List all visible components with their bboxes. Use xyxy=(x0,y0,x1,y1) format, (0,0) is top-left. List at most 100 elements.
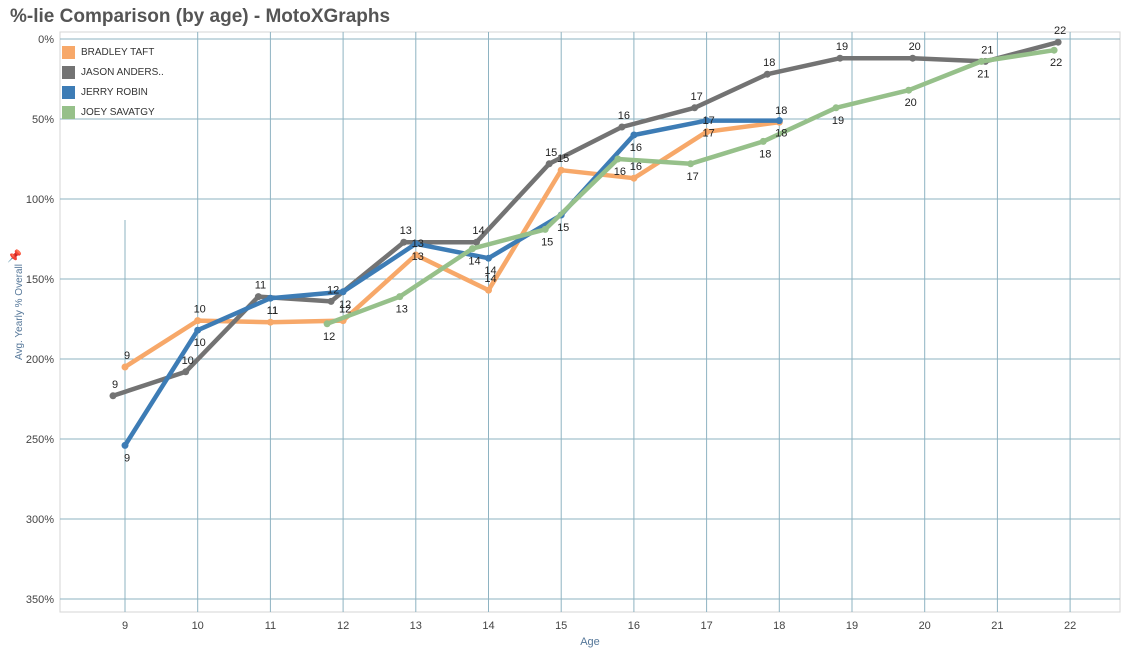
data-label: 15 xyxy=(557,222,569,234)
x-tick-label: 14 xyxy=(482,620,494,632)
y-tick-label: 0% xyxy=(38,34,54,46)
x-axis-title: Age xyxy=(580,636,600,648)
data-label: 15 xyxy=(541,236,553,248)
data-label: 14 xyxy=(484,265,496,277)
legend-item[interactable]: JOEY SAVATGY xyxy=(62,102,192,122)
legend-item[interactable]: JERRY ROBIN xyxy=(62,82,192,102)
data-label: 20 xyxy=(905,97,917,109)
data-point[interactable] xyxy=(469,245,476,253)
data-point[interactable] xyxy=(327,297,335,305)
data-point[interactable] xyxy=(630,174,638,182)
data-point[interactable] xyxy=(266,294,274,302)
data-label: 15 xyxy=(557,153,569,165)
y-tick-label: 250% xyxy=(26,434,54,446)
data-point[interactable] xyxy=(194,326,202,334)
data-label: 10 xyxy=(194,337,206,349)
data-point[interactable] xyxy=(836,54,844,62)
data-label: 19 xyxy=(832,115,844,127)
data-point[interactable] xyxy=(1054,38,1062,46)
data-point[interactable] xyxy=(832,104,840,112)
data-point[interactable] xyxy=(703,117,711,125)
data-point[interactable] xyxy=(412,251,420,259)
y-tick-label: 50% xyxy=(32,114,54,126)
legend-label: JERRY ROBIN xyxy=(81,86,148,98)
data-label: 12 xyxy=(327,284,339,296)
x-tick-label: 12 xyxy=(337,620,349,632)
data-label: 12 xyxy=(339,304,351,316)
data-point[interactable] xyxy=(485,254,492,262)
data-point[interactable] xyxy=(1050,46,1058,54)
x-tick-label: 15 xyxy=(555,620,567,632)
x-tick-label: 22 xyxy=(1064,620,1076,632)
data-label: 9 xyxy=(124,452,130,464)
y-tick-label: 100% xyxy=(26,194,54,206)
data-point[interactable] xyxy=(691,104,699,112)
x-tick-label: 13 xyxy=(410,620,422,632)
data-point[interactable] xyxy=(541,225,549,233)
data-point[interactable] xyxy=(194,317,202,325)
data-label: 17 xyxy=(702,115,714,127)
data-label: 9 xyxy=(124,350,130,362)
data-label: 13 xyxy=(396,304,408,316)
x-tick-label: 17 xyxy=(700,620,712,632)
data-label: 16 xyxy=(630,142,642,154)
data-point[interactable] xyxy=(687,160,695,168)
data-point[interactable] xyxy=(618,123,626,131)
data-point[interactable] xyxy=(977,57,985,65)
data-point[interactable] xyxy=(703,128,711,136)
legend: BRADLEY TAFT JASON ANDERS.. JERRY ROBIN JOE… xyxy=(62,42,192,122)
data-label: 16 xyxy=(630,161,642,173)
data-label: 22 xyxy=(1054,25,1066,37)
data-point[interactable] xyxy=(121,441,129,449)
data-point[interactable] xyxy=(485,286,492,294)
legend-item[interactable]: BRADLEY TAFT xyxy=(62,42,192,62)
data-point[interactable] xyxy=(254,293,262,301)
data-label: 13 xyxy=(412,238,424,250)
x-tick-label: 10 xyxy=(192,620,204,632)
x-tick-label: 20 xyxy=(919,620,931,632)
data-point[interactable] xyxy=(775,117,783,125)
data-point[interactable] xyxy=(323,320,331,328)
data-label: 11 xyxy=(255,280,266,292)
data-point[interactable] xyxy=(266,318,274,326)
legend-swatch xyxy=(62,105,75,119)
x-tick-label: 16 xyxy=(628,620,640,632)
legend-label: JOEY SAVATGY xyxy=(81,106,155,118)
data-label: 12 xyxy=(323,331,335,343)
data-label: 10 xyxy=(182,355,194,367)
data-point[interactable] xyxy=(557,166,565,174)
data-point[interactable] xyxy=(396,293,404,301)
data-point[interactable] xyxy=(121,363,129,371)
data-point[interactable] xyxy=(759,137,767,145)
x-tick-label: 9 xyxy=(122,620,128,632)
data-label: 16 xyxy=(618,110,630,122)
y-tick-label: 350% xyxy=(26,594,54,606)
y-tick-label: 150% xyxy=(26,274,54,286)
data-label: 15 xyxy=(545,147,557,159)
legend-swatch xyxy=(62,45,75,59)
data-point[interactable] xyxy=(473,238,480,246)
data-label: 17 xyxy=(702,128,714,140)
legend-swatch xyxy=(62,85,75,99)
pin-icon[interactable]: 📌 xyxy=(7,249,22,263)
data-point[interactable] xyxy=(400,238,408,246)
data-point[interactable] xyxy=(763,70,771,78)
legend-swatch xyxy=(62,65,75,79)
data-point[interactable] xyxy=(909,54,917,62)
data-point[interactable] xyxy=(412,240,420,248)
data-point[interactable] xyxy=(182,368,190,376)
data-label: 13 xyxy=(400,225,412,237)
data-label: 14 xyxy=(472,225,484,237)
legend-item[interactable]: JASON ANDERS.. xyxy=(62,62,192,82)
data-point[interactable] xyxy=(339,288,347,296)
data-point[interactable] xyxy=(545,160,553,168)
data-point[interactable] xyxy=(905,86,913,94)
x-tick-label: 11 xyxy=(265,620,276,632)
data-point[interactable] xyxy=(109,392,117,400)
data-point[interactable] xyxy=(630,131,638,139)
x-tick-label: 19 xyxy=(846,620,858,632)
data-point[interactable] xyxy=(614,155,622,163)
y-tick-label: 300% xyxy=(26,514,54,526)
legend-label: JASON ANDERS.. xyxy=(81,66,164,78)
data-label: 21 xyxy=(977,68,989,80)
